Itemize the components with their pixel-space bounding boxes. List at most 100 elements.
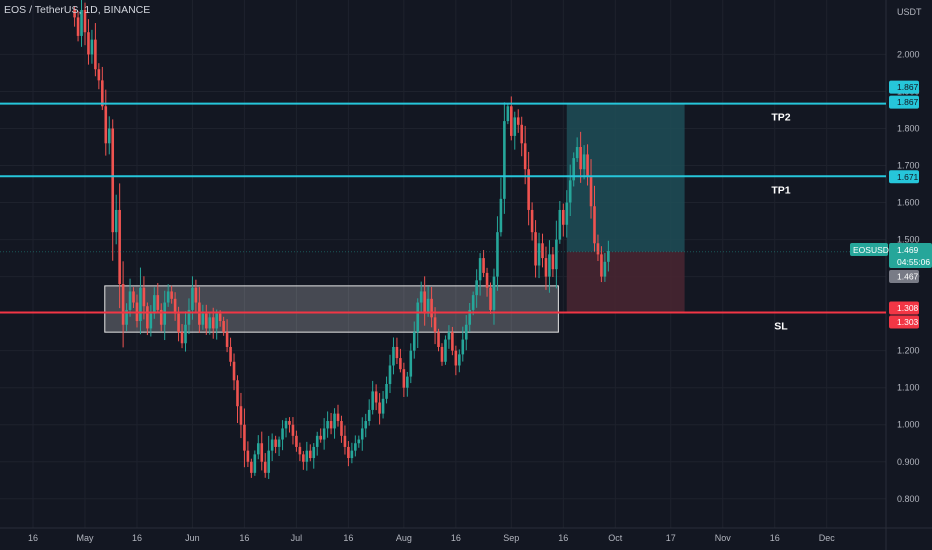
candle-body: [378, 402, 381, 414]
candle: [520, 116, 524, 157]
candle-body: [409, 350, 413, 377]
candle-body: [565, 202, 569, 225]
candle-body: [572, 158, 575, 181]
time-tick-label: 16: [132, 533, 142, 543]
candle-body: [118, 209, 121, 285]
candle: [589, 159, 593, 219]
candle: [516, 109, 520, 133]
candles: [73, 0, 610, 479]
candle: [302, 451, 305, 470]
candle: [499, 177, 503, 237]
candle-body: [107, 128, 111, 144]
candle: [371, 380, 374, 415]
candle: [114, 194, 118, 245]
candle-body: [305, 450, 309, 462]
candle-body: [603, 261, 607, 277]
candle: [312, 443, 316, 469]
price-tag-sl-upper: [889, 301, 919, 315]
candle: [461, 326, 465, 362]
candle: [388, 354, 392, 394]
candle: [548, 240, 551, 293]
candle: [260, 431, 264, 471]
candle-body: [596, 243, 600, 255]
candle: [166, 284, 170, 307]
candle-body: [399, 358, 402, 370]
candle-body: [225, 332, 229, 347]
candle-body: [482, 258, 485, 273]
candle: [277, 436, 281, 456]
candle-body: [520, 124, 524, 144]
candle: [575, 137, 579, 162]
candle-body: [315, 435, 319, 447]
candle-body: [548, 254, 551, 277]
price-axis-unit: USDT: [897, 7, 922, 17]
candle: [170, 285, 173, 304]
candle-body: [198, 302, 201, 325]
candle: [454, 345, 458, 376]
candle-body: [523, 143, 527, 170]
candle: [586, 144, 589, 186]
level-label-tp2: TP2: [771, 112, 790, 124]
price-tag-tp2: [889, 95, 919, 109]
candle-body: [87, 32, 90, 55]
candle-body: [357, 439, 361, 444]
candle: [395, 337, 399, 365]
candle: [600, 246, 603, 283]
candle-body: [426, 298, 430, 314]
candle-body: [274, 439, 277, 447]
candle: [607, 240, 610, 272]
candle-body: [392, 346, 395, 366]
time-tick-label: 17: [666, 533, 676, 543]
candle: [173, 292, 177, 321]
candle-body: [291, 424, 295, 436]
candle: [222, 316, 225, 336]
candle-body: [579, 147, 582, 170]
candle-body: [364, 421, 368, 429]
candle: [97, 63, 101, 90]
current-symbol-text: EOSUSDT: [853, 245, 894, 255]
candle: [496, 216, 499, 291]
candle: [253, 450, 257, 476]
candle-body: [589, 176, 593, 207]
candle-body: [146, 306, 149, 329]
candle-body: [121, 284, 125, 325]
candle-body: [503, 121, 506, 199]
candle-body: [114, 209, 118, 233]
support-zone-box[interactable]: [104, 285, 559, 333]
candle-body: [149, 313, 153, 329]
price-tag-tp2-text: 1.867: [897, 97, 919, 107]
price-tick-label: 1.600: [897, 198, 920, 208]
candle-body: [104, 106, 108, 144]
price-tick-label: 0.900: [897, 457, 920, 467]
time-axis[interactable]: 16 May 16 Jun 16 Jul 16 Aug 16 Sep 16 Oct 17 Nov 16 Dec: [28, 533, 835, 543]
candle-body: [458, 354, 461, 366]
candle: [118, 183, 121, 309]
candle: [340, 415, 343, 443]
loss-zone[interactable]: [566, 251, 685, 313]
candle: [471, 291, 475, 316]
profit-zone[interactable]: [566, 103, 685, 252]
candle-body: [208, 317, 212, 329]
price-tick-label: 1.800: [897, 123, 920, 133]
time-tick-label: 16: [558, 533, 568, 543]
candle-body: [340, 421, 343, 436]
candle: [568, 164, 572, 217]
candle: [194, 279, 198, 313]
candle-body: [433, 317, 437, 333]
time-tick-label: Dec: [819, 533, 836, 543]
candle: [76, 11, 80, 42]
candle: [572, 152, 575, 187]
candle: [149, 305, 153, 337]
candle-body: [534, 232, 537, 266]
candle-body: [464, 324, 468, 340]
candle: [350, 442, 354, 464]
candle: [378, 393, 381, 425]
candle-body: [461, 339, 465, 355]
price-tag-tp1-text: 1.671: [897, 172, 919, 182]
candle-body: [395, 346, 399, 359]
candle-body: [142, 287, 146, 307]
candle: [281, 420, 284, 451]
